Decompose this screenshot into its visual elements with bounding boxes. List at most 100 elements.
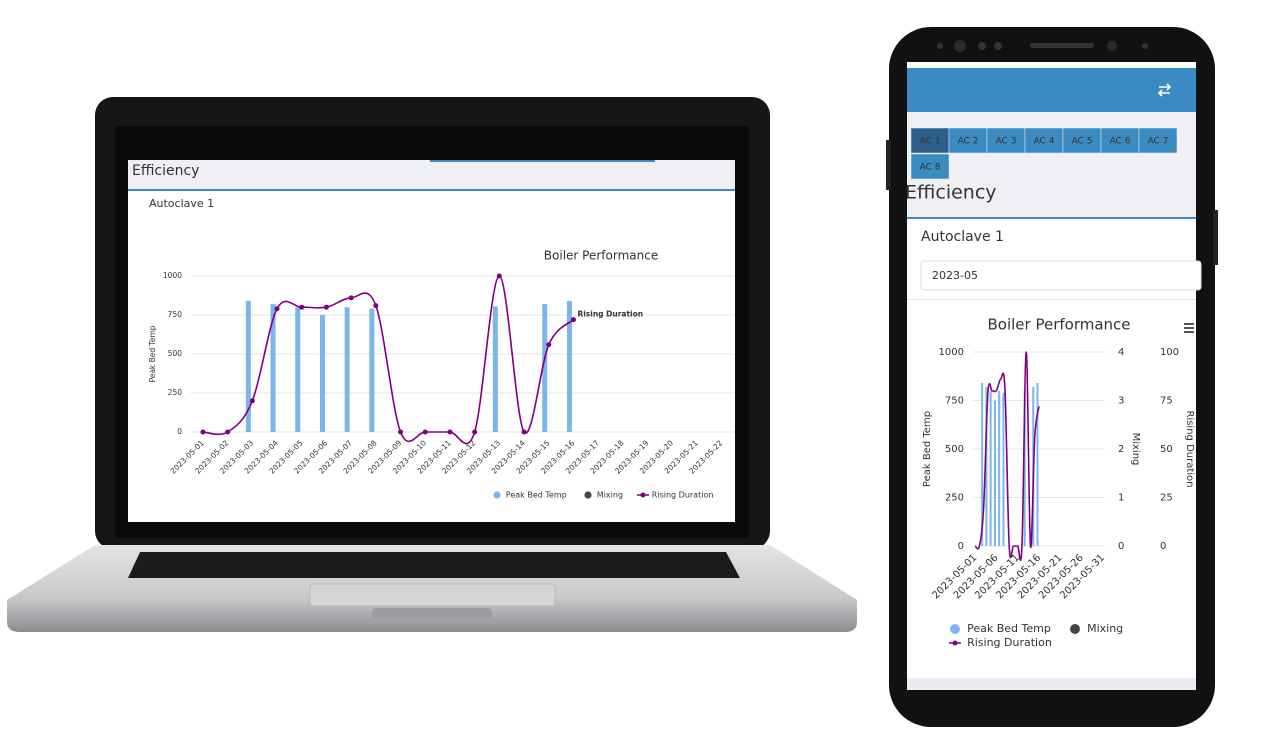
legend-symbol [584,491,592,499]
tab-label: AC 7 [1148,137,1169,147]
laptop-header [128,160,735,190]
y2-axis-label: Mixing [1130,433,1141,466]
legend-symbol [952,640,958,646]
phone-header[interactable] [907,68,1196,112]
phone: AC 1 AC 2 AC 3 AC 4 AC 5 AC 6 AC 7 AC 8 Efficie… [886,27,1218,727]
camera [954,40,966,52]
line-marker [323,304,329,310]
bar [981,383,984,546]
panel-title: Autoclave 1 [921,229,1004,245]
section-title: Efficiency [132,163,199,179]
y3-tick-label: 25 [1160,493,1173,504]
laptop-screen [128,160,735,522]
bar [993,400,996,546]
tab[interactable] [910,127,950,154]
y-tick-label: 500 [168,349,183,358]
bar [1023,389,1026,546]
y-axis-label: Peak Bed Temp [922,411,933,487]
line-marker [225,429,231,435]
bar [542,304,548,432]
bar [985,386,988,546]
line-marker [496,273,502,279]
legend-symbol [950,624,960,634]
tab-label: AC 6 [1110,137,1131,147]
line-marker [200,429,206,435]
laptop: Efficiency Autoclave 1 Boiler Performanc… [7,97,857,632]
tab-bar: AC 1 AC 2 AC 3 AC 4 AC 5 AC 6 AC 7 AC 8 [910,127,1178,180]
tab[interactable] [1100,127,1140,154]
y3-tick-label: 75 [1160,396,1173,407]
tab[interactable] [1024,127,1064,154]
speaker [1030,43,1094,48]
line-marker [348,295,354,301]
divider [907,299,1196,300]
bar [344,307,350,432]
bar [566,300,572,432]
line-marker [299,304,305,310]
bar [989,390,992,546]
legend-symbol [1070,624,1080,634]
section-title: Efficiency [905,182,997,204]
y3-tick-label: 50 [1160,444,1173,455]
legend-symbol [640,492,646,498]
y-axis-label: Peak Bed Temp [148,325,157,382]
bar [492,306,498,432]
bar [319,315,325,432]
tab-label: AC 8 [920,163,941,173]
y2-tick-label: 2 [1118,444,1124,455]
tab[interactable] [1062,127,1102,154]
legend-symbol [493,491,501,499]
legend-label: Mixing [1087,622,1123,635]
y3-tick-label: 0 [1160,541,1166,552]
tab[interactable] [910,153,950,180]
sensor [937,43,943,49]
panel-title: Autoclave 1 [149,197,214,210]
line-marker [422,429,428,435]
legend-label: Peak Bed Temp [967,622,1051,635]
line-marker [373,303,379,309]
bar [245,300,251,432]
y-tick-label: 0 [177,427,182,436]
camera [1107,41,1117,51]
y2-tick-label: 0 [1118,541,1124,552]
keyboard [128,552,740,578]
y-tick-label: 0 [958,541,964,552]
y-tick-label: 1000 [163,271,182,280]
bar [369,308,375,432]
tab-label: AC 1 [920,137,941,147]
legend-label: Rising Duration [967,636,1052,649]
month-value: 2023-05 [932,269,978,282]
swap-icon[interactable] [1157,83,1172,97]
y-tick-label: 500 [945,444,964,455]
tab[interactable] [986,127,1026,154]
y2-tick-label: 1 [1118,493,1124,504]
sensor [978,42,986,50]
bar [998,390,1001,546]
legend-label: Rising Duration [652,491,714,500]
line [202,275,575,445]
phone-button [886,140,891,190]
chart-menu-icon[interactable] [1184,323,1194,333]
phone-button [1213,210,1218,265]
tab-label: AC 3 [996,137,1017,147]
y-tick-label: 750 [168,310,183,319]
trackpad [309,583,556,607]
phone-footer [907,678,1196,690]
tab[interactable] [948,127,988,154]
y3-axis-label: Rising Duration [1184,410,1195,487]
line [974,351,1040,562]
chart-title: Boiler Performance [987,316,1130,334]
tab-label: AC 5 [1072,137,1093,147]
bar [270,304,276,432]
bar [1036,383,1039,546]
line-marker [570,317,576,323]
month-select[interactable] [920,260,1202,291]
chart-title: Boiler Performance [544,249,658,263]
line-marker [274,306,280,312]
hinge-notch [372,608,492,618]
y-tick-label: 250 [945,493,964,504]
bar [295,307,301,432]
laptop-tab-strip [430,160,655,162]
tab[interactable] [1138,127,1178,154]
